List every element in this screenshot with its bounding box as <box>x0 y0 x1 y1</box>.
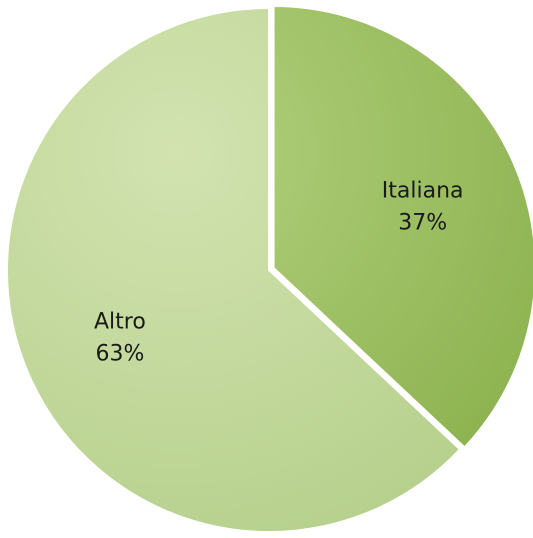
pie-value-italiana: 37% <box>398 211 447 236</box>
pie-slice-italiana <box>272 5 533 449</box>
pie-value-altro: 63% <box>95 342 144 367</box>
pie-slices <box>6 5 533 533</box>
pie-label-altro: Altro <box>94 310 146 335</box>
pie-labels: Italiana 37% Altro 63% <box>94 179 464 367</box>
pie-label-italiana: Italiana <box>382 179 464 204</box>
pie-slice-altro <box>6 7 461 533</box>
